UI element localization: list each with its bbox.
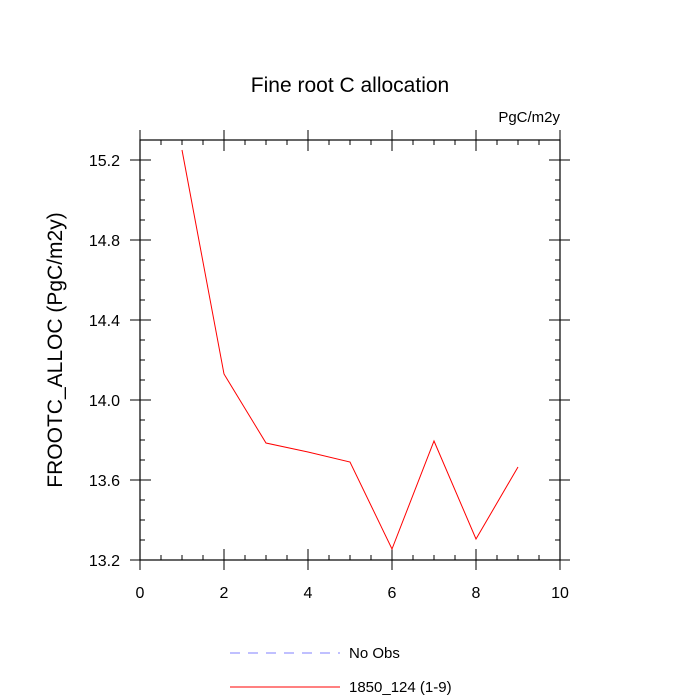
- plot-frame: [139, 139, 561, 561]
- y-axis-label: FROOTC_ALLOC (PgC/m2y): [44, 212, 67, 487]
- series-layer: [181, 149, 519, 551]
- x-tick-label: 10: [551, 585, 569, 602]
- legend: No Obs 1850_124 (1-9): [230, 645, 452, 696]
- y-tick-label: 13.6: [89, 473, 120, 490]
- x-tick-label: 2: [220, 585, 229, 602]
- axes: 0 2 4 6 8 10 13.2 13.6 14.0 14.4 14.8 15.2: [89, 130, 570, 602]
- chart-title: Fine root C allocation: [251, 74, 449, 97]
- x-tick-label: 4: [304, 585, 313, 602]
- x-tick-label: 0: [136, 585, 145, 602]
- legend-label: No Obs: [349, 645, 400, 662]
- x-tick-label: 6: [388, 585, 397, 602]
- legend-label: 1850_124 (1-9): [349, 679, 452, 696]
- units-label: PgC/m2y: [498, 109, 560, 126]
- y-tick-label: 14.8: [89, 233, 120, 250]
- y-tick-label: 15.2: [89, 153, 120, 170]
- x-tick-label: 8: [472, 585, 481, 602]
- y-tick-label: 14.0: [89, 393, 120, 410]
- y-tick-label: 14.4: [89, 313, 120, 330]
- series-line: [181, 149, 519, 551]
- y-tick-label: 13.2: [89, 553, 120, 570]
